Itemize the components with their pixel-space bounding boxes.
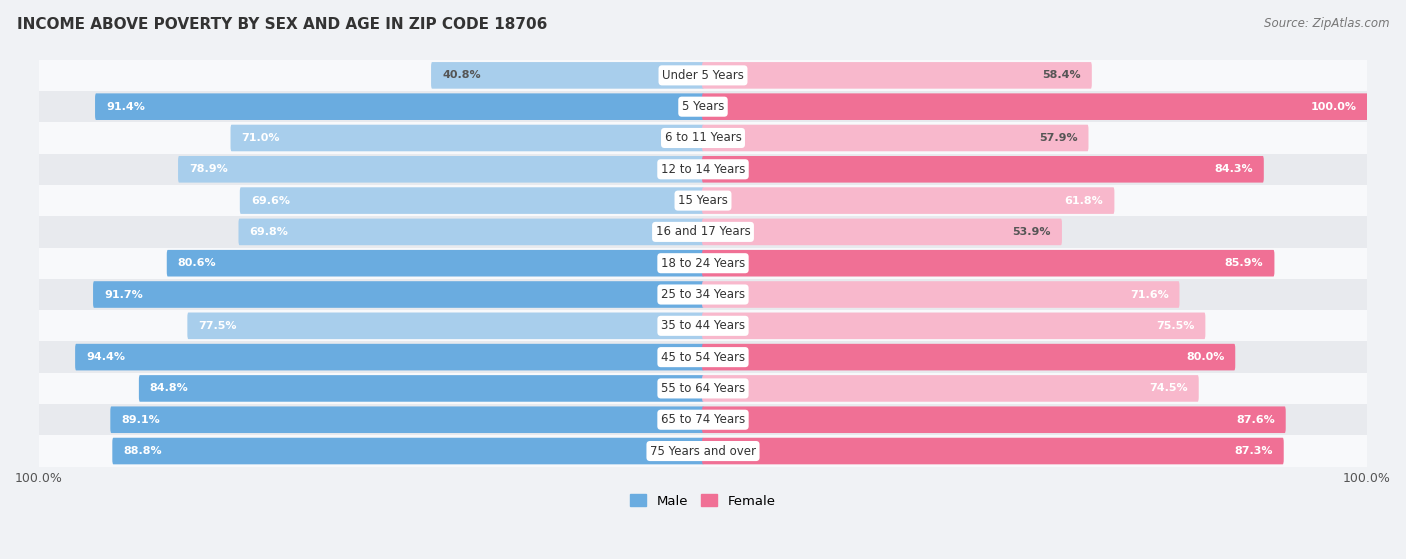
FancyBboxPatch shape bbox=[75, 344, 704, 371]
Text: 91.4%: 91.4% bbox=[105, 102, 145, 112]
FancyBboxPatch shape bbox=[139, 375, 704, 402]
Text: 80.0%: 80.0% bbox=[1185, 352, 1225, 362]
Text: INCOME ABOVE POVERTY BY SEX AND AGE IN ZIP CODE 18706: INCOME ABOVE POVERTY BY SEX AND AGE IN Z… bbox=[17, 17, 547, 32]
Text: 40.8%: 40.8% bbox=[441, 70, 481, 80]
Text: 25 to 34 Years: 25 to 34 Years bbox=[661, 288, 745, 301]
Bar bbox=[39, 154, 1367, 185]
Bar bbox=[39, 248, 1367, 279]
FancyBboxPatch shape bbox=[702, 250, 1274, 277]
Text: Source: ZipAtlas.com: Source: ZipAtlas.com bbox=[1264, 17, 1389, 30]
Text: Under 5 Years: Under 5 Years bbox=[662, 69, 744, 82]
FancyBboxPatch shape bbox=[432, 62, 704, 89]
Bar bbox=[39, 373, 1367, 404]
Text: 88.8%: 88.8% bbox=[124, 446, 162, 456]
Text: 55 to 64 Years: 55 to 64 Years bbox=[661, 382, 745, 395]
Text: 85.9%: 85.9% bbox=[1225, 258, 1264, 268]
Text: 65 to 74 Years: 65 to 74 Years bbox=[661, 413, 745, 426]
Text: 15 Years: 15 Years bbox=[678, 194, 728, 207]
Bar bbox=[39, 342, 1367, 373]
FancyBboxPatch shape bbox=[702, 438, 1284, 465]
Text: 77.5%: 77.5% bbox=[198, 321, 236, 331]
Text: 89.1%: 89.1% bbox=[121, 415, 160, 425]
Bar bbox=[39, 435, 1367, 467]
Text: 35 to 44 Years: 35 to 44 Years bbox=[661, 319, 745, 332]
FancyBboxPatch shape bbox=[187, 312, 704, 339]
Text: 100.0%: 100.0% bbox=[1312, 102, 1357, 112]
FancyBboxPatch shape bbox=[702, 219, 1062, 245]
Text: 74.5%: 74.5% bbox=[1149, 383, 1188, 394]
Text: 94.4%: 94.4% bbox=[86, 352, 125, 362]
Text: 6 to 11 Years: 6 to 11 Years bbox=[665, 131, 741, 144]
Text: 80.6%: 80.6% bbox=[177, 258, 217, 268]
Text: 75.5%: 75.5% bbox=[1156, 321, 1195, 331]
Text: 87.6%: 87.6% bbox=[1236, 415, 1275, 425]
FancyBboxPatch shape bbox=[110, 406, 704, 433]
Bar bbox=[39, 122, 1367, 154]
Text: 58.4%: 58.4% bbox=[1042, 70, 1081, 80]
Text: 71.0%: 71.0% bbox=[242, 133, 280, 143]
Bar bbox=[39, 91, 1367, 122]
Bar bbox=[39, 310, 1367, 342]
FancyBboxPatch shape bbox=[112, 438, 704, 465]
FancyBboxPatch shape bbox=[702, 156, 1264, 183]
Text: 91.7%: 91.7% bbox=[104, 290, 143, 300]
FancyBboxPatch shape bbox=[702, 281, 1180, 308]
Bar bbox=[39, 60, 1367, 91]
Text: 69.6%: 69.6% bbox=[250, 196, 290, 206]
Text: 75 Years and over: 75 Years and over bbox=[650, 444, 756, 457]
Text: 18 to 24 Years: 18 to 24 Years bbox=[661, 257, 745, 269]
Bar bbox=[39, 279, 1367, 310]
FancyBboxPatch shape bbox=[702, 312, 1205, 339]
FancyBboxPatch shape bbox=[239, 219, 704, 245]
FancyBboxPatch shape bbox=[702, 375, 1199, 402]
Text: 84.8%: 84.8% bbox=[150, 383, 188, 394]
Bar bbox=[39, 216, 1367, 248]
FancyBboxPatch shape bbox=[179, 156, 704, 183]
Bar bbox=[39, 404, 1367, 435]
FancyBboxPatch shape bbox=[702, 406, 1285, 433]
FancyBboxPatch shape bbox=[167, 250, 704, 277]
FancyBboxPatch shape bbox=[702, 62, 1092, 89]
Text: 57.9%: 57.9% bbox=[1039, 133, 1077, 143]
FancyBboxPatch shape bbox=[702, 93, 1368, 120]
Text: 69.8%: 69.8% bbox=[249, 227, 288, 237]
FancyBboxPatch shape bbox=[702, 344, 1236, 371]
Text: 78.9%: 78.9% bbox=[188, 164, 228, 174]
FancyBboxPatch shape bbox=[96, 93, 704, 120]
Text: 53.9%: 53.9% bbox=[1012, 227, 1050, 237]
Text: 12 to 14 Years: 12 to 14 Years bbox=[661, 163, 745, 176]
Text: 16 and 17 Years: 16 and 17 Years bbox=[655, 225, 751, 238]
FancyBboxPatch shape bbox=[231, 125, 704, 151]
Text: 5 Years: 5 Years bbox=[682, 100, 724, 113]
Text: 84.3%: 84.3% bbox=[1215, 164, 1253, 174]
FancyBboxPatch shape bbox=[93, 281, 704, 308]
Legend: Male, Female: Male, Female bbox=[626, 489, 780, 513]
FancyBboxPatch shape bbox=[240, 187, 704, 214]
FancyBboxPatch shape bbox=[702, 187, 1115, 214]
Text: 45 to 54 Years: 45 to 54 Years bbox=[661, 350, 745, 363]
Bar bbox=[39, 185, 1367, 216]
Text: 61.8%: 61.8% bbox=[1064, 196, 1104, 206]
Text: 87.3%: 87.3% bbox=[1234, 446, 1272, 456]
FancyBboxPatch shape bbox=[702, 125, 1088, 151]
Text: 71.6%: 71.6% bbox=[1130, 290, 1168, 300]
